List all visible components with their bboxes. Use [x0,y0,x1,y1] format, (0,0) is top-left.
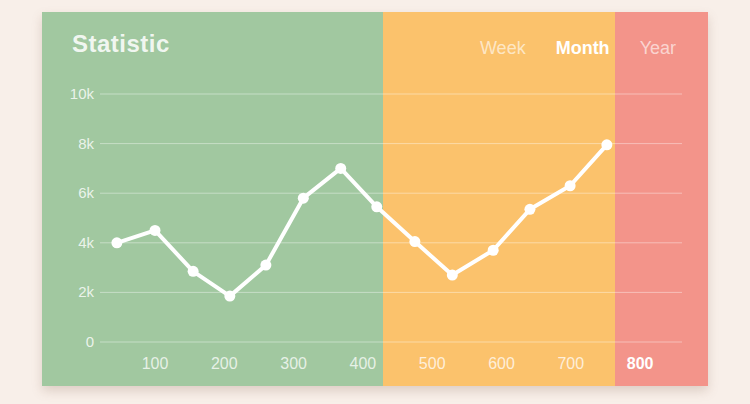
x-tick-label: 200 [211,355,238,372]
line-chart: 0 2k 4k 6k 8k 10k 100 200 300 400 500 600 700 800 [42,12,708,386]
data-point [409,236,420,247]
y-tick-label: 0 [86,333,94,350]
x-tick-label: 600 [488,355,515,372]
x-tick-label: 500 [419,355,446,372]
data-point [188,266,199,277]
data-point [565,180,576,191]
tab-month[interactable]: Month [556,37,610,59]
data-point [150,225,161,236]
y-tick-label: 6k [78,184,94,201]
data-point [447,270,458,281]
chart-title: Statistic [72,30,170,58]
tab-week[interactable]: Week [480,37,526,59]
data-point [111,237,122,248]
y-tick-label: 10k [70,85,95,102]
x-tick-label: 300 [280,355,307,372]
data-point [260,260,271,271]
x-tick-label: 100 [142,355,169,372]
y-tick-label: 8k [78,135,94,152]
y-tick-label: 4k [78,234,94,251]
x-tick-label: 400 [350,355,377,372]
data-point [371,201,382,212]
y-tick-label: 2k [78,283,94,300]
data-point [298,193,309,204]
data-point [224,291,235,302]
x-tick-label: 800 [627,355,654,372]
tab-year[interactable]: Year [640,37,676,59]
data-point [601,139,612,150]
data-point [335,163,346,174]
x-tick-label: 700 [557,355,584,372]
data-point [488,245,499,256]
time-range-tabs: Week Month Year [480,37,676,59]
statistic-card: 0 2k 4k 6k 8k 10k 100 200 300 400 500 600 700 800 Sta… [42,12,708,386]
data-point [524,204,535,215]
